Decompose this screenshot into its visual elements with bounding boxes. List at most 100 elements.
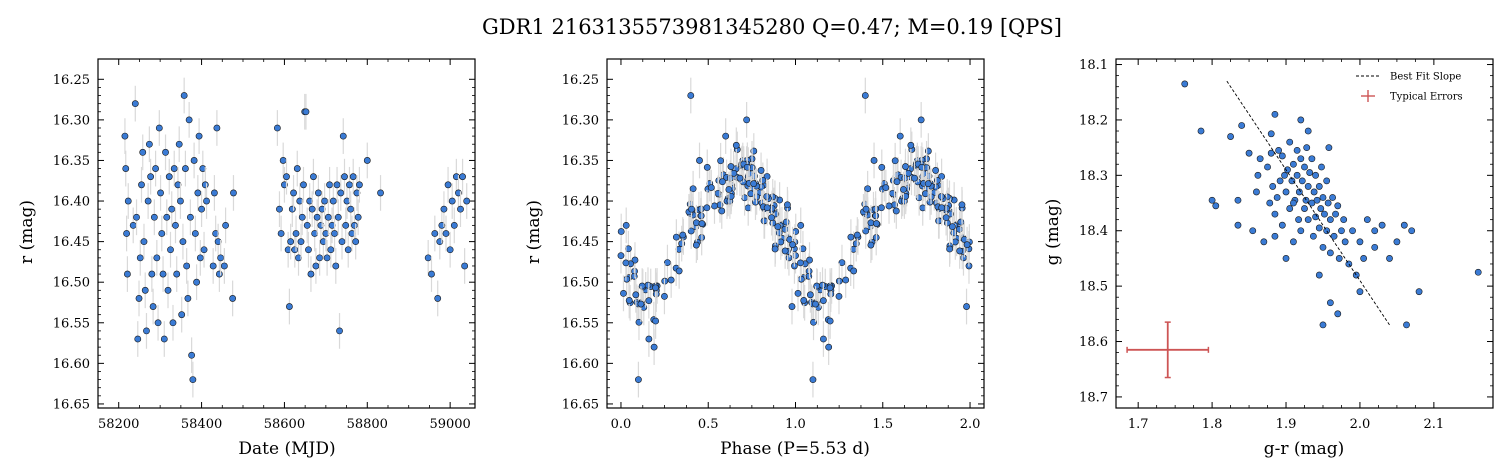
lightcurve-data-point [155, 124, 163, 132]
lightcurve-data-point [291, 246, 299, 254]
lightcurve-data-point [352, 238, 360, 246]
phased-data-point [644, 281, 652, 289]
lightcurve-data-point [288, 205, 296, 213]
phased-data-point [904, 169, 912, 177]
cmd-data-point [1312, 171, 1319, 179]
cmd-data-point [1227, 133, 1234, 140]
lightcurve-data-point [306, 197, 314, 205]
phased-data-point [826, 284, 834, 292]
lightcurve-data-point [444, 181, 452, 189]
cmd-data-point [1298, 177, 1306, 185]
cmd-data-point [1330, 232, 1338, 240]
phased-xtick-label: 1.0 [785, 417, 806, 432]
lightcurve-data-point [157, 189, 164, 197]
cmd-data-point [1245, 149, 1253, 157]
phased-data-point [679, 231, 687, 239]
cmd-xtick-label: 1.9 [1276, 417, 1297, 432]
cmd-data-point [1301, 205, 1308, 212]
phased-data-point [747, 190, 755, 198]
cmd-data-point [1267, 149, 1275, 157]
cmd-data-point [1321, 210, 1328, 218]
lightcurve-data-point [220, 262, 228, 270]
cmd-data-point [1271, 210, 1279, 218]
lightcurve-data-point [329, 197, 337, 205]
lightcurve-data-point [446, 246, 454, 254]
phased-data-point [696, 157, 703, 164]
phased-data-point [825, 343, 833, 351]
cmd-ytick-label: 18.1 [1079, 58, 1108, 73]
lightcurve-xtick-label: 59000 [429, 417, 470, 432]
cmd-data-point [1278, 221, 1286, 229]
lightcurve-data-point [344, 246, 352, 254]
phased-data-point [797, 275, 805, 283]
lightcurve-data-point [196, 254, 204, 262]
lightcurve-data-point [123, 230, 130, 237]
lightcurve-data-point [138, 181, 145, 189]
lightcurve-data-point [312, 262, 320, 270]
lightcurve-data-point [327, 246, 335, 254]
lightcurve-data-point [164, 286, 172, 294]
lightcurve-data-point [212, 230, 220, 237]
phased-xtick-label: 0.5 [698, 417, 719, 432]
lightcurve-data-point [200, 246, 208, 254]
lightcurve-data-point [276, 205, 283, 213]
lightcurve-xtick-label: 58800 [347, 417, 388, 432]
phased-data-point [872, 212, 880, 220]
phased-ytick-label: 16.45 [562, 235, 599, 250]
phased-data-point [800, 297, 808, 304]
cmd-data-point [1290, 238, 1297, 246]
phased-data-point [722, 132, 730, 140]
cmd-data-point [1260, 238, 1268, 246]
lightcurve-data-point [331, 230, 338, 237]
cmd-data-point [1253, 188, 1260, 196]
lightcurve-ytick-label: 16.30 [53, 113, 90, 128]
cmd-ytick-label: 18.4 [1079, 224, 1108, 239]
cmd-data-point [1271, 232, 1279, 240]
lightcurve-data-point [152, 165, 159, 172]
cmd-data-point [1386, 255, 1393, 262]
lightcurve-ytick-label: 16.65 [53, 397, 90, 412]
phased-data-point [892, 207, 900, 215]
lightcurve-data-point [440, 205, 448, 213]
lightcurve-data-point [342, 221, 350, 229]
phased-data-point [719, 178, 726, 186]
phased-data-point [873, 220, 880, 227]
phased-data-point [624, 245, 632, 253]
phased-data-point [697, 212, 705, 220]
cmd-data-point [1310, 188, 1318, 196]
lightcurve-data-point [332, 262, 340, 270]
phased-data-point [768, 214, 775, 222]
phased-data-point [864, 185, 872, 193]
cmd-xtick-label: 1.8 [1202, 417, 1223, 432]
lightcurve-data-point [198, 205, 205, 213]
cmd-data-point [1329, 194, 1336, 201]
lightcurve-data-point [222, 221, 229, 229]
lightcurve-data-point [140, 238, 148, 246]
phased-data-point [687, 92, 695, 99]
lightcurve-data-point [363, 157, 371, 164]
phased-data-point [956, 247, 964, 255]
lightcurve-data-point [148, 270, 156, 278]
phased-data-point [891, 157, 899, 165]
lightcurve-data-point [303, 221, 311, 229]
lightcurve-data-point [170, 165, 178, 172]
cmd-data-point [1238, 122, 1246, 129]
lightcurve-data-point [217, 254, 225, 262]
cmd-data-point [1295, 188, 1303, 196]
cmd-xlabel: g-r (mag) [1264, 439, 1345, 459]
lightcurve-data-point [339, 132, 347, 140]
cmd-data-point [1276, 177, 1284, 185]
lightcurve-data-point [149, 303, 157, 310]
lightcurve-data-point [229, 295, 237, 302]
phased-data-point [902, 192, 910, 200]
cmd-data-point [1334, 310, 1342, 318]
phased-data-point [882, 184, 890, 192]
lightcurve-data-point [297, 238, 305, 246]
cmd-xtick-label: 2.0 [1350, 417, 1371, 432]
cmd-data-point [1304, 127, 1312, 135]
lightcurve-data-point [442, 230, 450, 237]
legend-best-fit-label: Best Fit Slope [1390, 72, 1461, 83]
phased-xtick-label: 1.5 [872, 417, 893, 432]
phased-data-point [902, 163, 909, 170]
